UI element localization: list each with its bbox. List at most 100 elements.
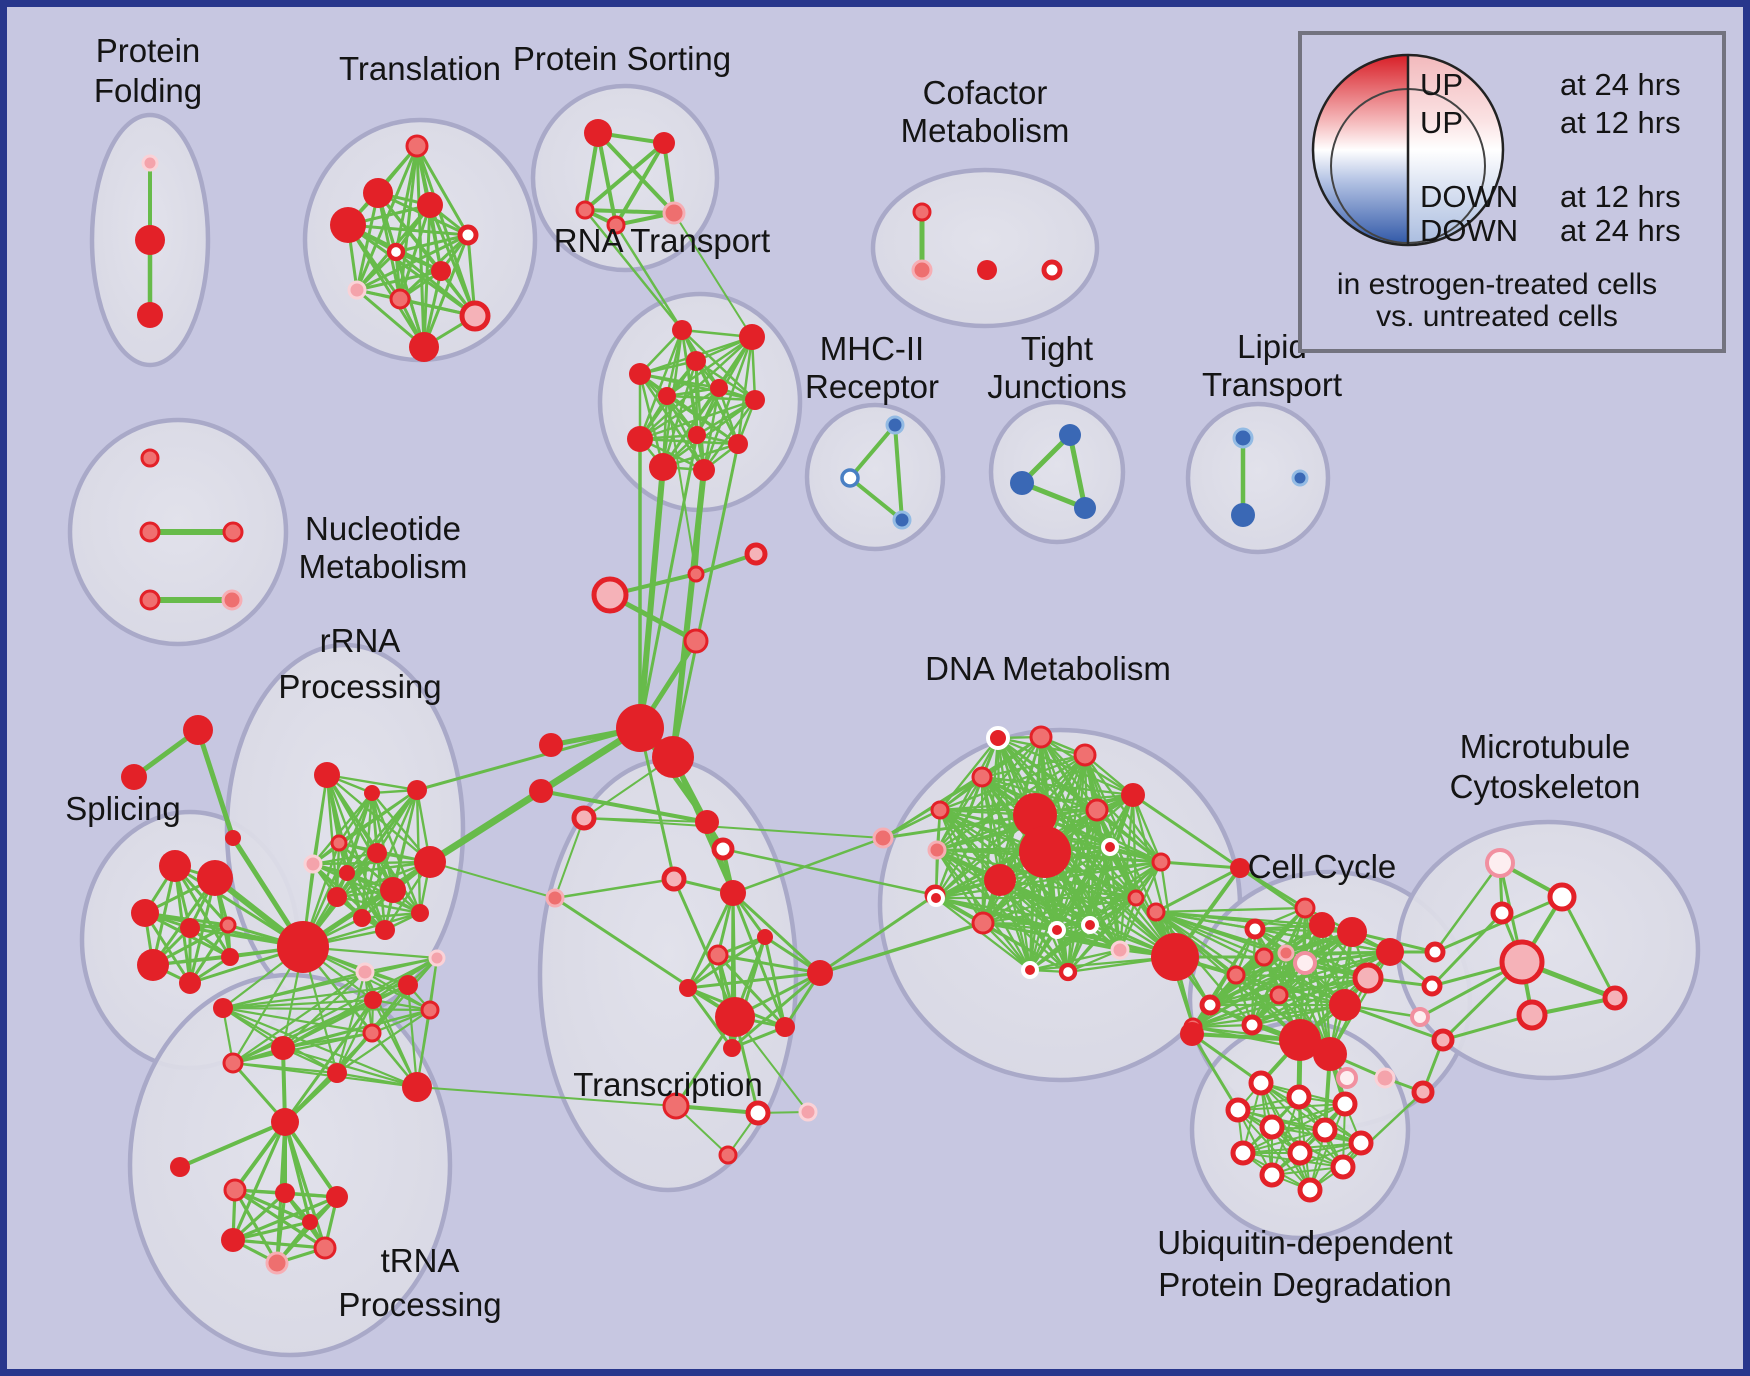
node-c3 (571, 805, 597, 831)
edge-ub3-ub12 (1309, 1103, 1346, 1191)
node-tj3 (1074, 497, 1096, 519)
edge-dm4-dm13 (934, 775, 984, 900)
node-tr2 (363, 178, 393, 208)
edge-dm9-dm15 (935, 848, 985, 925)
node-cf2 (911, 259, 933, 281)
edge-tm7-trhub (283, 1120, 312, 1224)
edge-mh1-mh2 (848, 423, 897, 480)
edge-tm1-tm6 (233, 1188, 279, 1265)
node-rr7 (339, 865, 355, 881)
node-tm3 (326, 1186, 348, 1208)
node-ub3 (1332, 1091, 1358, 1117)
node-ps5 (662, 201, 686, 225)
node-cf1 (912, 202, 932, 222)
edge-tr6-tr10 (394, 250, 477, 318)
edge-cn2-rt5 (666, 395, 697, 575)
node-ts12 (662, 1092, 690, 1120)
edge-tr1-tr5 (415, 144, 470, 237)
node-ub8 (1230, 1140, 1256, 1166)
edge-cc15-cc20 (1250, 951, 1288, 1027)
node-pf2 (135, 225, 165, 255)
edge-cc7-cc16 (1191, 961, 1307, 1029)
node-ub5 (1259, 1114, 1285, 1140)
node-ch3 (225, 830, 241, 846)
legend-caption-line1: vs. untreated cells (1376, 300, 1618, 333)
node-rr14 (355, 962, 375, 982)
node-ub1 (1248, 1070, 1274, 1096)
node-rt9 (688, 426, 706, 444)
cluster-label-cell-cycle-line0: Cell Cycle (1248, 848, 1397, 885)
edge-cc10-rc4 (1343, 1003, 1445, 1042)
node-cc10 (1329, 989, 1361, 1021)
edge-rr2-rr9 (370, 791, 395, 892)
node-rr17 (420, 1000, 440, 1020)
edge-bn1-dm2 (882, 736, 1042, 839)
node-rc5 (1374, 1067, 1396, 1089)
cluster-label-splicing-line0: Splicing (65, 790, 181, 827)
edge-rr8-rr10 (335, 860, 432, 899)
node-sp5 (137, 949, 169, 981)
edge-rr20-tn1 (221, 1006, 419, 1089)
node-rc4 (1431, 1028, 1455, 1052)
edge-dm15-dm16 (981, 921, 1092, 927)
edge-ts7-ts8 (686, 971, 822, 990)
node-tn2 (222, 1052, 244, 1074)
node-ts5 (757, 929, 773, 945)
node-ps2 (653, 132, 675, 154)
node-ts15 (718, 1145, 738, 1165)
edge-tr5-tr8 (355, 233, 470, 292)
node-tj2 (1010, 471, 1034, 495)
edge-dm3-dm4 (980, 753, 1087, 779)
node-ts1 (695, 810, 719, 834)
edge-dm4-dm11 (980, 775, 1002, 882)
cluster-label-protein-folding-line1: Folding (94, 72, 202, 109)
cluster-label-mhc-ii-receptor-line1: Receptor (805, 368, 939, 405)
edge-rr5-rr12 (311, 862, 387, 932)
node-pf3 (137, 302, 163, 328)
edge-sp1-sp7 (173, 864, 232, 959)
edge-ub4-ub7 (1237, 1109, 1362, 1144)
node-ps1 (584, 119, 612, 147)
cluster-mhc-ii-receptor-ellipse (804, 402, 946, 552)
node-tr3 (417, 192, 443, 218)
node-cc19 (1269, 985, 1289, 1005)
node-ps3 (575, 200, 595, 220)
edge-cc12-cc20 (1284, 951, 1332, 1056)
edge-cc17-dm12 (1159, 860, 1242, 870)
cluster-label-protein-sorting-line0: Protein Sorting (513, 40, 731, 77)
node-tm4 (221, 1228, 245, 1252)
edge-cc18-ub4 (1190, 1032, 1240, 1112)
node-dm6 (930, 800, 950, 820)
edge-rt6-rt8 (638, 386, 721, 441)
node-ts4 (720, 880, 746, 906)
legend: UP at 24 hrs UP at 12 hrs DOWN at 12 hrs DOWN a… (1298, 31, 1726, 353)
edge-ps4-rt1 (614, 223, 684, 332)
edge-rt1-rt7 (680, 328, 757, 402)
edge-dm12-dm13 (934, 860, 1163, 900)
node-dm12 (1151, 852, 1171, 872)
edge-rt7-rt11 (661, 398, 757, 469)
edge-tr4-tr11 (346, 223, 426, 349)
edge-rr16-tn1 (221, 998, 375, 1010)
edge-cc17-cc1 (1154, 866, 1242, 914)
node-dmX (1151, 933, 1199, 981)
node-cc17 (1230, 858, 1250, 878)
edge-rr19-tn1 (221, 956, 439, 1010)
legend-row-3-direction: DOWN (1420, 213, 1518, 248)
node-tn5 (170, 1157, 190, 1177)
node-rc7 (1411, 1080, 1435, 1104)
edge-rr18-tn1 (221, 1006, 374, 1035)
edge-ts8-dm15 (818, 921, 985, 975)
node-rt6 (710, 379, 728, 397)
cluster-label-transcription-line0: Transcription (573, 1066, 763, 1103)
node-rc6 (1336, 1067, 1358, 1089)
node-tr7 (431, 261, 451, 281)
node-mc4 (1499, 939, 1545, 985)
node-cc18 (1180, 1022, 1204, 1046)
edge-ts6-ts8 (716, 953, 822, 975)
node-sp7 (221, 948, 239, 966)
node-sp3 (131, 899, 159, 927)
edge-tr1-tr10 (415, 144, 477, 318)
